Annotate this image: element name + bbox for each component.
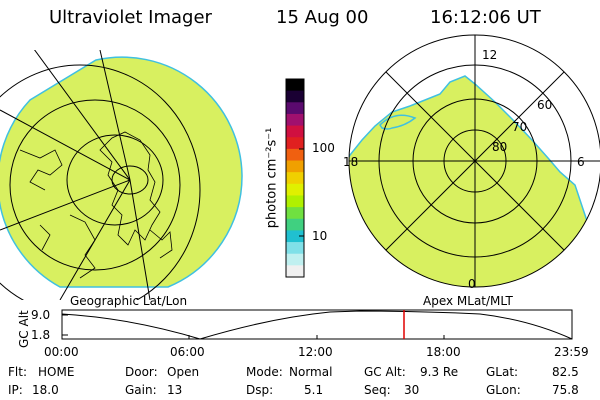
glon-value: 75.8 — [552, 383, 579, 397]
dsp-label: Dsp: — [246, 383, 274, 397]
colorbar-frame — [285, 78, 305, 278]
altitude-xtick-label-0600: 06:00 — [170, 345, 205, 359]
colorbar-segment — [286, 137, 304, 150]
colorbar-segment — [286, 265, 304, 278]
mlt-line-diag — [385, 71, 565, 251]
colorbar-segment — [286, 207, 304, 220]
gain-label: Gain: — [125, 383, 157, 397]
lat-circle — [111, 165, 149, 195]
coastline — [99, 131, 161, 246]
right-panel-label: Apex MLat/MLT — [423, 294, 513, 308]
lat-circle — [66, 134, 164, 226]
lon-line — [129, 179, 151, 300]
instrument-title: Ultraviolet Imager — [49, 7, 212, 28]
lon-line — [0, 179, 131, 231]
altitude-xtick-label-0000: 00:00 — [44, 345, 79, 359]
colorbar-segment — [286, 218, 304, 232]
lon-line — [99, 50, 131, 181]
dsp-value: 5.1 — [304, 383, 324, 397]
colorbar-segment — [286, 242, 304, 255]
mode-label: Mode: — [246, 365, 283, 379]
left-emission-disk — [0, 56, 243, 288]
filter-label: Flt: — [8, 365, 27, 379]
colorbar-segment — [286, 253, 304, 266]
colorbar-segment — [286, 183, 304, 197]
altitude-curve — [61, 310, 573, 340]
altitude-ytick-label-1-8: 1.8 — [31, 328, 51, 342]
mlat-label-60: 60 — [537, 98, 553, 112]
mlat-label-70: 70 — [512, 120, 528, 134]
colorbar-tick-label-100: 100 — [312, 141, 335, 155]
colorbar-segment — [286, 230, 304, 243]
lat-circle — [0, 64, 201, 300]
gcalt-label: GC Alt: — [364, 365, 406, 379]
observation-time: 16:12:06 UT — [430, 7, 541, 28]
colorbar-segment — [286, 102, 304, 115]
colorbar-tick-label-10: 10 — [312, 229, 328, 243]
lon-line — [34, 50, 131, 181]
colorbar-gradient — [286, 79, 304, 278]
colorbar-segment — [286, 90, 304, 103]
coastline — [149, 229, 173, 259]
colorbar-segment — [286, 160, 304, 173]
mode-value: Normal — [289, 365, 333, 379]
altitude-xtick-label-1200: 12:00 — [298, 345, 333, 359]
colorbar-segment — [286, 125, 304, 138]
left-panel-label: Geographic Lat/Lon — [70, 294, 188, 308]
ip-value: 18.0 — [32, 383, 59, 397]
door-value: Open — [167, 365, 200, 379]
altitude-ylabel: GC Alt — [17, 310, 31, 348]
colorbar-segment — [286, 113, 304, 127]
seq-label: Seq: — [364, 383, 391, 397]
colorbar-segment — [286, 172, 304, 185]
mlt-label-18: 18 — [343, 155, 359, 169]
seq-value: 30 — [404, 383, 420, 397]
colorbar-segment — [286, 195, 304, 208]
colorbar-segment — [286, 148, 304, 162]
lon-line — [0, 109, 131, 181]
altitude-xtick-label-2359: 23:59 — [554, 345, 589, 359]
lat-circle — [9, 99, 181, 271]
altitude-plot-frame — [61, 309, 573, 340]
mlt-label-12: 12 — [482, 48, 498, 62]
glat-value: 82.5 — [552, 365, 579, 379]
gcalt-value: 9.3 Re — [420, 365, 459, 379]
colorbar-segment — [286, 79, 304, 92]
mlt-label-0: 0 — [468, 277, 476, 291]
gain-value: 13 — [167, 383, 183, 397]
emission-arc — [379, 114, 417, 130]
glon-label: GLon: — [486, 383, 521, 397]
coastline — [19, 149, 63, 191]
mlt-label-6: 6 — [577, 155, 585, 169]
door-label: Door: — [125, 365, 158, 379]
ip-label: IP: — [8, 383, 23, 397]
filter-value: HOME — [38, 365, 75, 379]
glat-label: GLat: — [486, 365, 519, 379]
coastline — [39, 224, 51, 251]
mlat-label-80: 80 — [492, 140, 508, 154]
altitude-xtick-label-1800: 18:00 — [426, 345, 461, 359]
coastline — [69, 214, 96, 279]
observation-date: 15 Aug 00 — [276, 7, 369, 28]
altitude-ytick-label-9: 9.0 — [31, 308, 51, 322]
